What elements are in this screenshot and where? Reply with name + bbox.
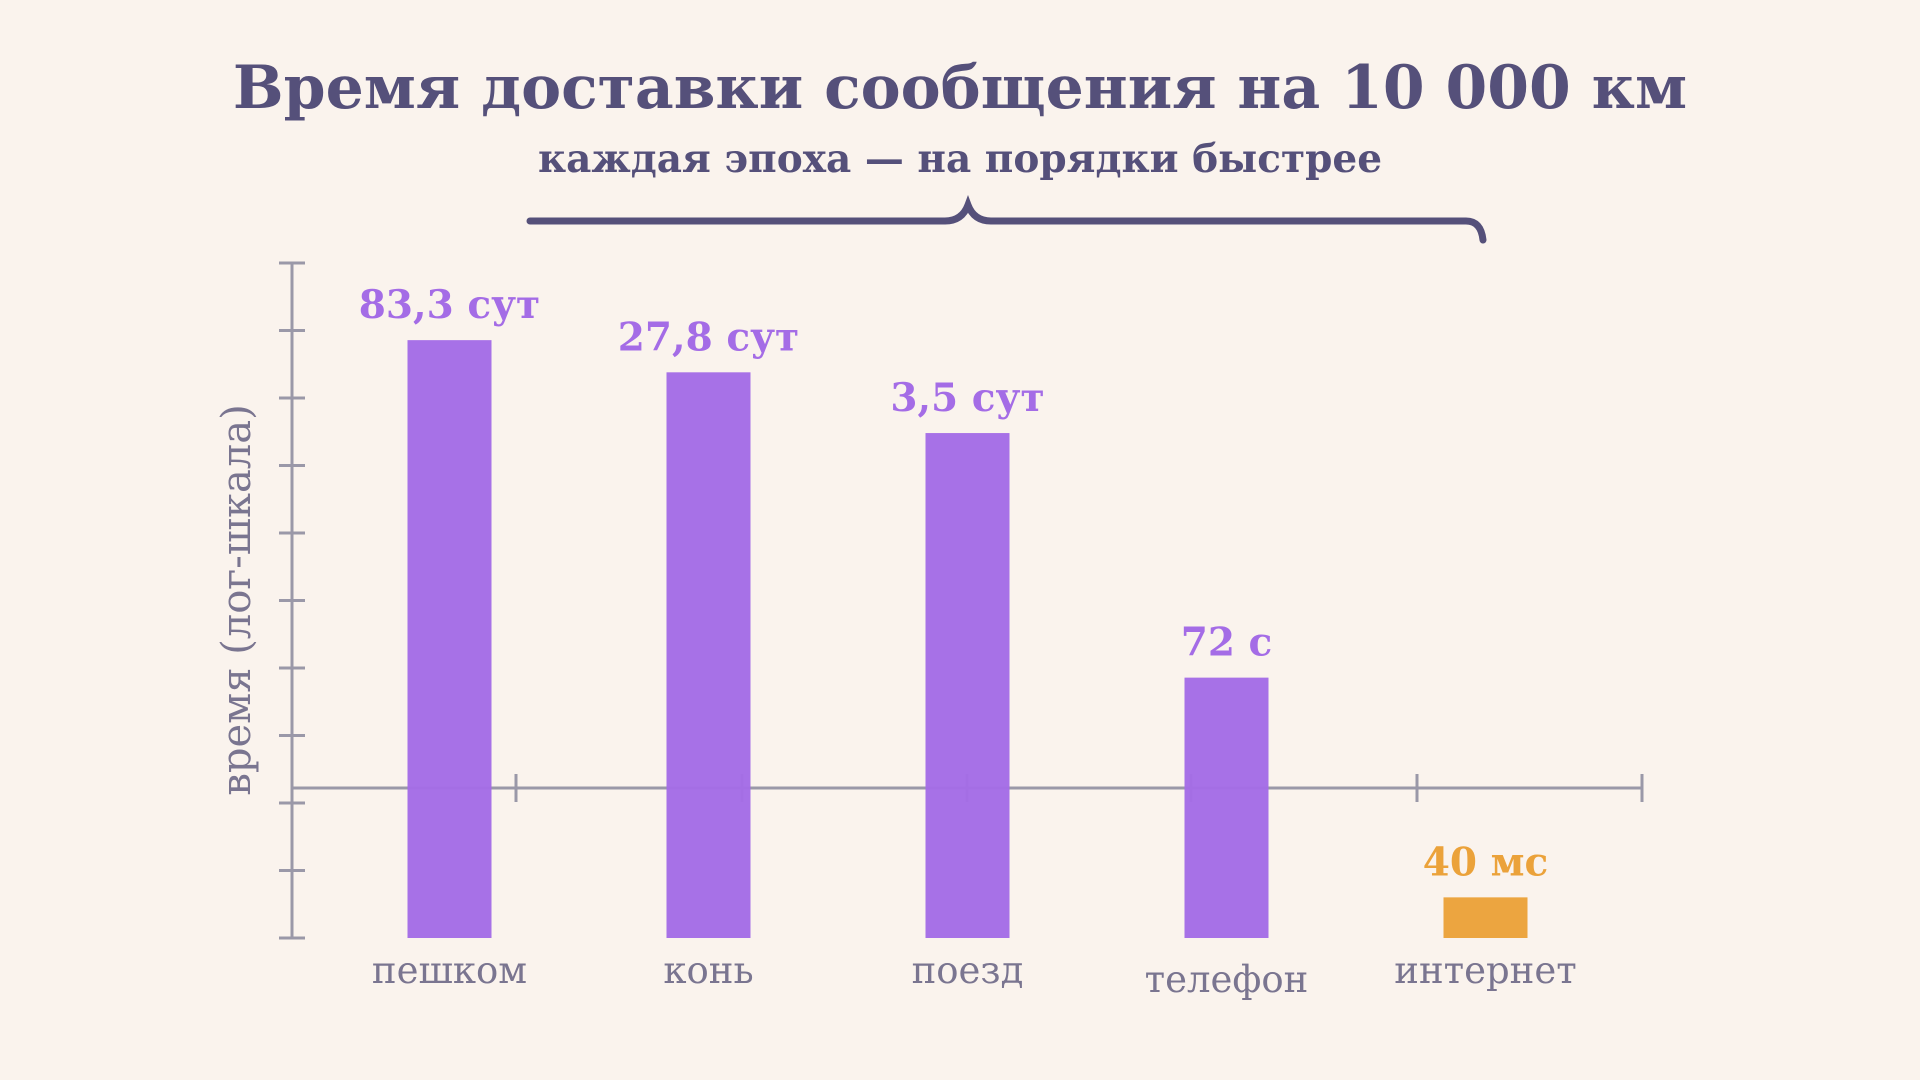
x-tick-labels: пешком конь поезд телефон интернет [372, 949, 1577, 1001]
x-tick-label-3: телефон [1145, 958, 1309, 1001]
data-label-1: 27,8 сут [618, 314, 799, 360]
x-tick-label-2: поезд [912, 949, 1024, 992]
x-tick-label-0: пешком [372, 949, 527, 992]
data-label-2: 3,5 сут [890, 375, 1044, 421]
bar-1 [666, 372, 751, 939]
bar-0 [407, 340, 492, 938]
x-tick-label-4: интернет [1394, 949, 1576, 992]
chart-subtitle: каждая эпоха — на порядки быстрее [538, 136, 1382, 182]
data-labels: 83,3 сут 27,8 сут 3,5 сут 72 с 40 мс [359, 282, 1548, 885]
brace-annotation [526, 195, 1487, 244]
bar-2 [925, 433, 1010, 938]
bar-3 [1184, 677, 1269, 938]
bars [407, 340, 1528, 939]
data-label-4: 40 мс [1423, 839, 1548, 885]
data-label-0: 83,3 сут [359, 282, 540, 328]
chart-title: Время доставки сообщения на 10 000 км [233, 53, 1687, 123]
y-axis-label: время (лог-шкала) [214, 404, 260, 795]
data-label-3: 72 с [1181, 620, 1273, 666]
bar-4 [1443, 897, 1528, 938]
x-tick-label-1: конь [663, 949, 753, 992]
